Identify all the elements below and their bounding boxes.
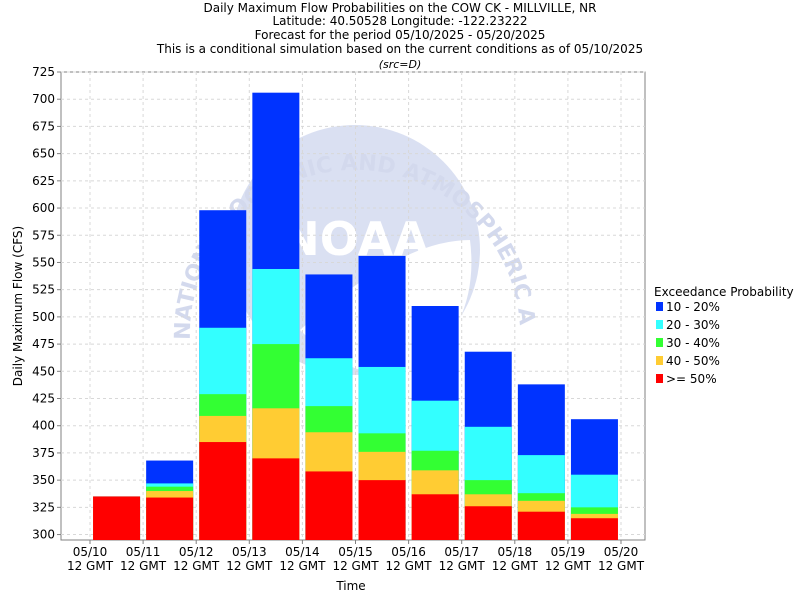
bar-segment [411, 494, 459, 540]
y-tick-label: 550 [32, 255, 55, 269]
bar-segment [199, 442, 247, 540]
x-tick-label-date: 05/18 [498, 545, 533, 559]
title-line-1: Daily Maximum Flow Probabilities on the … [203, 1, 596, 15]
legend-entry: 30 - 40% [666, 336, 720, 350]
y-tick-label: 525 [32, 283, 55, 297]
y-tick-label: 600 [32, 201, 55, 215]
x-tick-label-date: 05/19 [551, 545, 586, 559]
bar-segment [93, 496, 141, 540]
title-line-2: Latitude: 40.50528 Longitude: -122.23222 [272, 14, 527, 28]
x-tick-label-time: 12 GMT [226, 559, 273, 573]
bar-segment [252, 458, 300, 540]
legend-swatch [656, 320, 663, 329]
legend-title: Exceedance Probability [654, 285, 794, 299]
x-tick-label-date: 05/20 [604, 545, 639, 559]
bar-segment [305, 471, 353, 540]
y-tick-label: 650 [32, 147, 55, 161]
y-tick-label: 500 [32, 310, 55, 324]
legend-entry: >= 50% [666, 372, 717, 386]
y-tick-label: 350 [32, 473, 55, 487]
x-tick-label-date: 05/14 [285, 545, 320, 559]
x-tick-label-date: 05/13 [232, 545, 267, 559]
x-tick-label-time: 12 GMT [120, 559, 167, 573]
bar-segment [146, 497, 194, 540]
x-tick-label-date: 05/17 [444, 545, 479, 559]
y-tick-label: 375 [32, 446, 55, 460]
x-tick-label-time: 12 GMT [439, 559, 486, 573]
x-axis-title: Time [335, 579, 365, 593]
noaa-logo-text: NOAA [281, 212, 429, 266]
x-tick-label-date: 05/16 [391, 545, 426, 559]
bar-series [93, 92, 618, 541]
y-tick-label: 625 [32, 174, 55, 188]
x-tick-label-date: 05/11 [126, 545, 161, 559]
legend-swatch [656, 338, 663, 347]
y-tick-label: 300 [32, 528, 55, 542]
legend-entry: 10 - 20% [666, 300, 720, 314]
y-tick-label: 450 [32, 364, 55, 378]
y-tick-label: 400 [32, 419, 55, 433]
x-tick-label-time: 12 GMT [545, 559, 592, 573]
legend-entry: 20 - 30% [666, 318, 720, 332]
x-tick-label-time: 12 GMT [279, 559, 326, 573]
bar-segment [570, 518, 618, 540]
y-tick-label: 725 [32, 65, 55, 79]
x-tick-label-time: 12 GMT [332, 559, 379, 573]
x-tick-label-time: 12 GMT [598, 559, 645, 573]
y-tick-label: 575 [32, 228, 55, 242]
y-axis-title: Daily Maximum Flow (CFS) [11, 226, 25, 386]
x-tick-label-date: 05/12 [179, 545, 214, 559]
legend-entry: 40 - 50% [666, 354, 720, 368]
x-tick-label-time: 12 GMT [386, 559, 433, 573]
x-tick-label-time: 12 GMT [492, 559, 539, 573]
y-axis: 300 325 350 375 400 425 450 475 500 525 550 575 600 6… [32, 65, 61, 542]
legend-swatch [656, 374, 663, 383]
y-tick-label: 675 [32, 119, 55, 133]
x-tick-label-time: 12 GMT [67, 559, 114, 573]
chart-subtitle: (src=D) [379, 58, 422, 71]
chart-title: Daily Maximum Flow Probabilities on the … [156, 1, 643, 71]
y-tick-label: 325 [32, 500, 55, 514]
y-tick-label: 475 [32, 337, 55, 351]
bar-segment [358, 480, 406, 540]
legend: Exceedance Probability 10 - 20% 20 - 30% 3… [654, 285, 794, 386]
legend-swatch [656, 302, 663, 311]
title-line-4: This is a conditional simulation based o… [156, 42, 643, 56]
title-line-3: Forecast for the period 05/10/2025 - 05/… [255, 28, 546, 42]
x-tick-label-time: 12 GMT [173, 559, 220, 573]
x-tick-label-date: 05/10 [73, 545, 108, 559]
y-tick-label: 700 [32, 92, 55, 106]
legend-swatch [656, 356, 663, 365]
bar-segment [517, 511, 565, 540]
y-tick-label: 425 [32, 392, 55, 406]
x-tick-label-date: 05/15 [338, 545, 373, 559]
bar-segment [464, 506, 512, 540]
